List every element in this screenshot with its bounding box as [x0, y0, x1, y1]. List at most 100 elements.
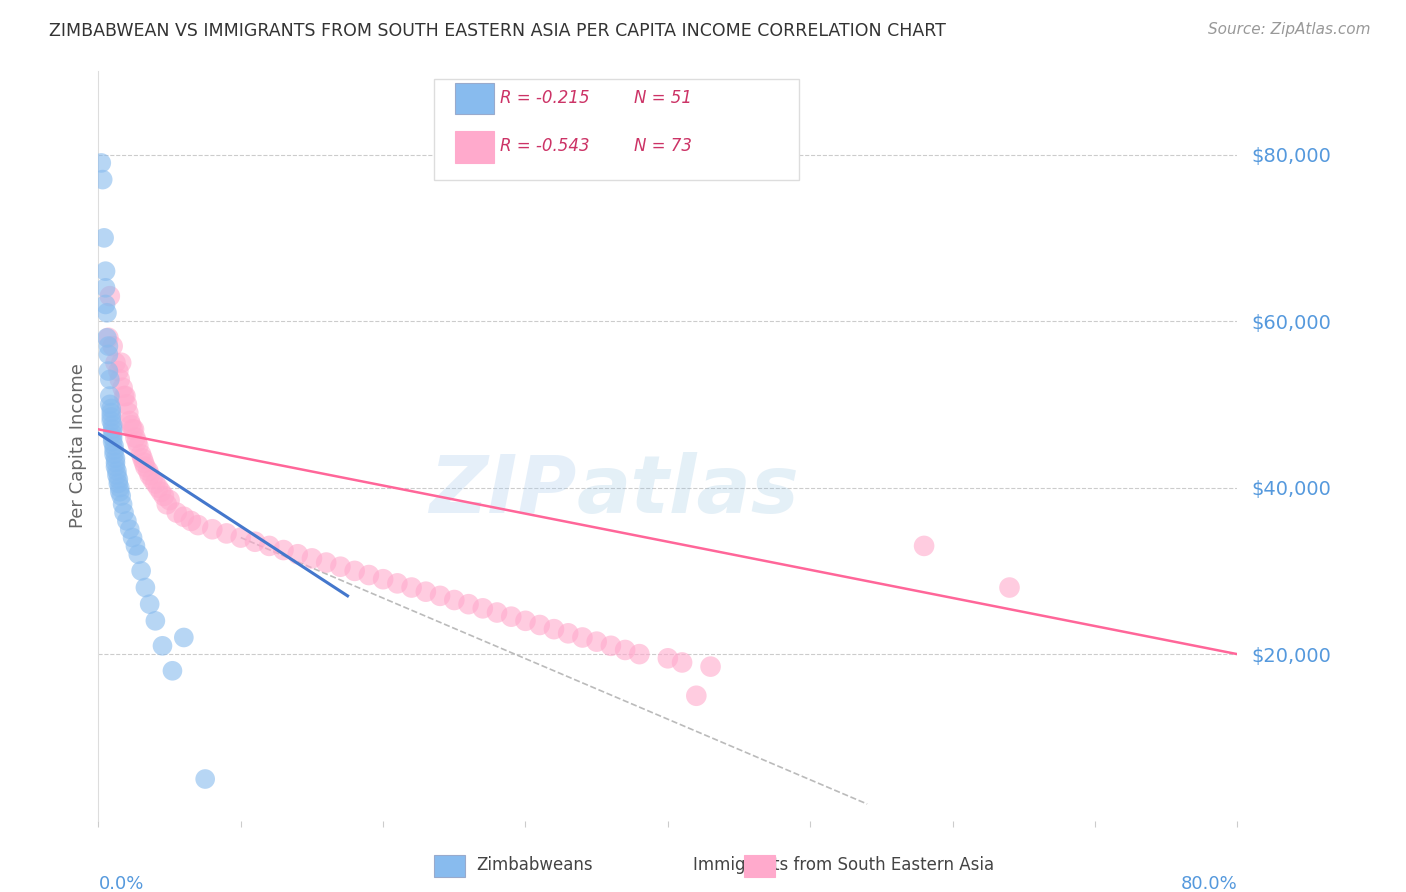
Point	[115, 397, 138, 411]
Point	[127, 547, 149, 561]
Point	[107, 364, 129, 378]
Point	[166, 506, 188, 520]
Point	[118, 414, 141, 428]
Point	[998, 581, 1021, 595]
Point	[671, 656, 693, 670]
Point	[501, 609, 523, 624]
Point	[96, 331, 118, 345]
Point	[315, 556, 337, 570]
Point	[357, 568, 380, 582]
Point	[415, 584, 437, 599]
Point	[187, 518, 209, 533]
Text: Zimbabweans: Zimbabweans	[477, 856, 592, 874]
Point	[125, 434, 148, 449]
Point	[94, 264, 117, 278]
Text: atlas: atlas	[576, 452, 800, 530]
Point	[104, 451, 127, 466]
Point	[138, 597, 160, 611]
Point	[685, 689, 707, 703]
Point	[699, 659, 721, 673]
Point	[329, 559, 352, 574]
Point	[287, 547, 309, 561]
Point	[111, 497, 134, 511]
Point	[97, 339, 120, 353]
Point	[104, 356, 127, 370]
Point	[122, 422, 145, 436]
Point	[148, 481, 170, 495]
Point	[486, 606, 509, 620]
Point	[145, 614, 167, 628]
Point	[401, 581, 423, 595]
Point	[108, 484, 131, 499]
Point	[243, 534, 266, 549]
Point	[101, 434, 124, 449]
Point	[90, 156, 112, 170]
Point	[343, 564, 366, 578]
Point	[156, 497, 179, 511]
Point	[159, 493, 181, 508]
Point	[100, 406, 122, 420]
Point	[107, 472, 129, 486]
Point	[94, 281, 117, 295]
Point	[103, 447, 125, 461]
Point	[124, 539, 146, 553]
Point	[215, 526, 238, 541]
Point	[173, 509, 195, 524]
Point	[132, 456, 155, 470]
Point	[121, 422, 143, 436]
Text: ZIP: ZIP	[429, 452, 576, 530]
Point	[110, 489, 132, 503]
Point	[162, 664, 184, 678]
Point	[585, 634, 607, 648]
Point	[97, 331, 120, 345]
Point	[115, 514, 138, 528]
Point	[443, 593, 465, 607]
Point	[105, 464, 128, 478]
Point	[93, 231, 115, 245]
Text: 0.0%: 0.0%	[98, 875, 143, 892]
Text: ZIMBABWEAN VS IMMIGRANTS FROM SOUTH EASTERN ASIA PER CAPITA INCOME CORRELATION C: ZIMBABWEAN VS IMMIGRANTS FROM SOUTH EAST…	[49, 22, 946, 40]
Point	[91, 172, 114, 186]
Point	[136, 464, 159, 478]
Point	[229, 531, 252, 545]
Point	[101, 431, 124, 445]
Point	[117, 406, 139, 420]
Point	[912, 539, 935, 553]
Point	[628, 647, 651, 661]
Point	[112, 389, 135, 403]
Point	[121, 531, 143, 545]
Point	[103, 443, 125, 458]
Point	[201, 522, 224, 536]
Point	[145, 476, 167, 491]
Point	[373, 572, 395, 586]
Point	[134, 581, 156, 595]
Point	[141, 472, 163, 486]
Point	[103, 439, 125, 453]
Text: R = -0.215: R = -0.215	[501, 88, 591, 106]
Point	[273, 543, 295, 558]
Point	[98, 289, 121, 303]
Point	[471, 601, 494, 615]
Point	[429, 589, 451, 603]
Point	[457, 597, 479, 611]
Point	[127, 439, 149, 453]
Point	[194, 772, 217, 786]
Point	[100, 409, 122, 424]
Point	[101, 422, 124, 436]
Point	[138, 468, 160, 483]
Point	[114, 389, 136, 403]
Point	[600, 639, 623, 653]
Point	[118, 522, 141, 536]
Point	[150, 484, 173, 499]
Text: 80.0%: 80.0%	[1181, 875, 1237, 892]
FancyBboxPatch shape	[456, 131, 494, 162]
Point	[112, 506, 135, 520]
Point	[101, 418, 124, 433]
Point	[571, 631, 593, 645]
Point	[131, 451, 153, 466]
Point	[180, 514, 202, 528]
Point	[557, 626, 579, 640]
Point	[110, 356, 132, 370]
Point	[259, 539, 281, 553]
Point	[153, 489, 176, 503]
